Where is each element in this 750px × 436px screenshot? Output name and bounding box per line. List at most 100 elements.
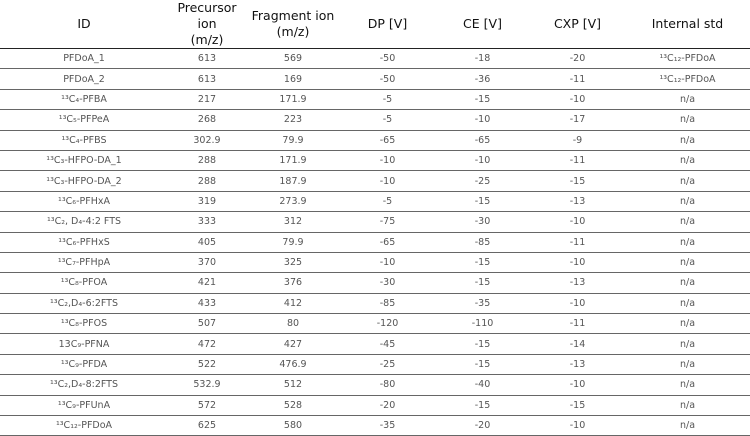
column-header: CXP [V] (530, 0, 625, 49)
table-cell: ¹³C₃-HFPO-DA_1 (0, 150, 168, 172)
table-cell: 522 (168, 354, 246, 376)
table-row: PFDoA_1 613 569 -50 -18 -20 ¹³C₁₂-PFDoA (0, 48, 750, 70)
table-cell: 580 (246, 415, 340, 436)
table-cell: -10 (340, 252, 435, 274)
table-cell: 79.9 (246, 232, 340, 253)
table-row: ¹³C₉-PFUnA 572 528 -20 -15 -15 n/a (0, 395, 750, 417)
table-cell: -50 (340, 48, 435, 70)
table-cell: 569 (246, 48, 340, 70)
table-cell: -18 (435, 48, 530, 70)
table-cell: -11 (530, 232, 625, 253)
table-cell: 171.9 (246, 89, 340, 111)
table-cell: -20 (435, 415, 530, 436)
table-cell: -10 (530, 252, 625, 274)
table-cell: 532.9 (168, 374, 246, 396)
table-cell: -85 (435, 232, 530, 253)
table-cell: n/a (625, 252, 750, 274)
table-cell: ¹³C₆-PFHxS (0, 232, 168, 253)
table-cell: 376 (246, 272, 340, 294)
table-cell: 370 (168, 252, 246, 274)
table-cell: 223 (246, 109, 340, 131)
table-cell: -20 (340, 395, 435, 417)
table-row: ¹³C₈-PFOS 507 80 -120 -110 -11 n/a (0, 313, 750, 335)
table-cell: -11 (530, 313, 625, 335)
table-cell: -10 (530, 415, 625, 436)
table-cell: n/a (625, 415, 750, 436)
table-cell: -15 (435, 272, 530, 294)
column-header: CE [V] (435, 0, 530, 49)
table-cell: 217 (168, 89, 246, 111)
table-cell: -35 (340, 415, 435, 436)
table-cell: n/a (625, 211, 750, 233)
table-cell: -14 (530, 333, 625, 355)
table-cell: -110 (435, 313, 530, 335)
table-cell: n/a (625, 232, 750, 253)
table-cell: ¹³C₁₂-PFDoA (0, 415, 168, 436)
table-cell: ¹³C₇-PFHpA (0, 252, 168, 274)
table-row: ¹³C₆-PFHxS 405 79.9 -65 -85 -11 n/a (0, 232, 750, 253)
table-cell: -5 (340, 89, 435, 111)
table-cell: ¹³C₁₂-PFDoA (625, 68, 750, 90)
table-cell: -85 (340, 293, 435, 315)
table-cell: n/a (625, 293, 750, 315)
table-cell: -30 (340, 272, 435, 294)
table-row: ¹³C₃-HFPO-DA_2 288 187.9 -10 -25 -15 n/a (0, 170, 750, 192)
table-cell: -40 (435, 374, 530, 396)
table-cell: -13 (530, 272, 625, 294)
table-row: PFDoA_2 613 169 -50 -36 -11 ¹³C₁₂-PFDoA (0, 68, 750, 90)
table-cell: 13C₉-PFNA (0, 333, 168, 355)
table-cell: 325 (246, 252, 340, 274)
table-cell: -50 (340, 68, 435, 90)
table-cell: ¹³C₄-PFBS (0, 130, 168, 151)
table-cell: ¹³C₈-PFOS (0, 313, 168, 335)
table-cell: 412 (246, 293, 340, 315)
column-header: Precursor ion (m/z) (168, 0, 246, 49)
table-row: ¹³C₂,D₄-6:2FTS 433 412 -85 -35 -10 n/a (0, 293, 750, 315)
table-row: ¹³C₂,D₄-8:2FTS 532.9 512 -80 -40 -10 n/a (0, 374, 750, 396)
table-cell: n/a (625, 191, 750, 213)
table-cell: -10 (530, 293, 625, 315)
table-body: PFDoA_1 613 569 -50 -18 -20 ¹³C₁₂-PFDoA PFDoA_2… (0, 48, 750, 436)
table-cell: ¹³C₂,D₄-8:2FTS (0, 374, 168, 396)
table-cell: 433 (168, 293, 246, 315)
table-cell: ¹³C₃-HFPO-DA_2 (0, 170, 168, 192)
table-cell: -15 (435, 395, 530, 417)
header-row: ID Precursor ion (m/z) Fragment ion (m/z) D… (0, 0, 750, 49)
table-cell: ¹³C₁₂-PFDoA (625, 48, 750, 70)
table-row: ¹³C₁₂-PFDoA 625 580 -35 -20 -10 n/a (0, 415, 750, 436)
table-cell: -13 (530, 191, 625, 213)
table-cell: 427 (246, 333, 340, 355)
table-cell: -15 (435, 333, 530, 355)
table-cell: 613 (168, 68, 246, 90)
table-row: ¹³C₃-HFPO-DA_1 288 171.9 -10 -10 -11 n/a (0, 150, 750, 172)
table-row: ¹³C₄-PFBA 217 171.9 -5 -15 -10 n/a (0, 89, 750, 111)
table-cell: -13 (530, 354, 625, 376)
table-cell: 288 (168, 150, 246, 172)
column-header: Internal std (625, 0, 750, 49)
table-cell: -17 (530, 109, 625, 131)
table-row: ¹³C₈-PFOA 421 376 -30 -15 -13 n/a (0, 272, 750, 294)
column-header: Fragment ion (m/z) (246, 0, 340, 49)
table-cell: 80 (246, 313, 340, 335)
table-cell: n/a (625, 354, 750, 376)
table-cell: 333 (168, 211, 246, 233)
table-cell: PFDoA_2 (0, 68, 168, 90)
table-cell: n/a (625, 170, 750, 192)
table-cell: PFDoA_1 (0, 48, 168, 70)
table-cell: n/a (625, 130, 750, 151)
table-cell: -65 (435, 130, 530, 151)
table-cell: n/a (625, 395, 750, 417)
table-row: ¹³C₉-PFDA 522 476.9 -25 -15 -13 n/a (0, 354, 750, 376)
table-cell: 476.9 (246, 354, 340, 376)
table-cell: 472 (168, 333, 246, 355)
table-cell: -9 (530, 130, 625, 151)
table-cell: -75 (340, 211, 435, 233)
table-cell: 79.9 (246, 130, 340, 151)
table-cell: -11 (530, 68, 625, 90)
table-cell: -10 (435, 109, 530, 131)
table-cell: ¹³C₅-PFPeA (0, 109, 168, 131)
table-cell: 507 (168, 313, 246, 335)
table-cell: ¹³C₄-PFBA (0, 89, 168, 111)
table-cell: -10 (340, 170, 435, 192)
